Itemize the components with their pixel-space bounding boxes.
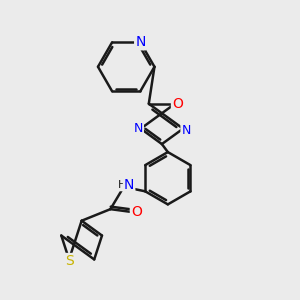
Text: O: O (172, 97, 183, 111)
Text: O: O (131, 205, 142, 219)
Text: N: N (134, 122, 143, 135)
Text: N: N (135, 35, 146, 49)
Text: H: H (118, 180, 127, 190)
Text: S: S (65, 254, 74, 268)
Text: N: N (124, 178, 134, 192)
Text: N: N (182, 124, 191, 136)
